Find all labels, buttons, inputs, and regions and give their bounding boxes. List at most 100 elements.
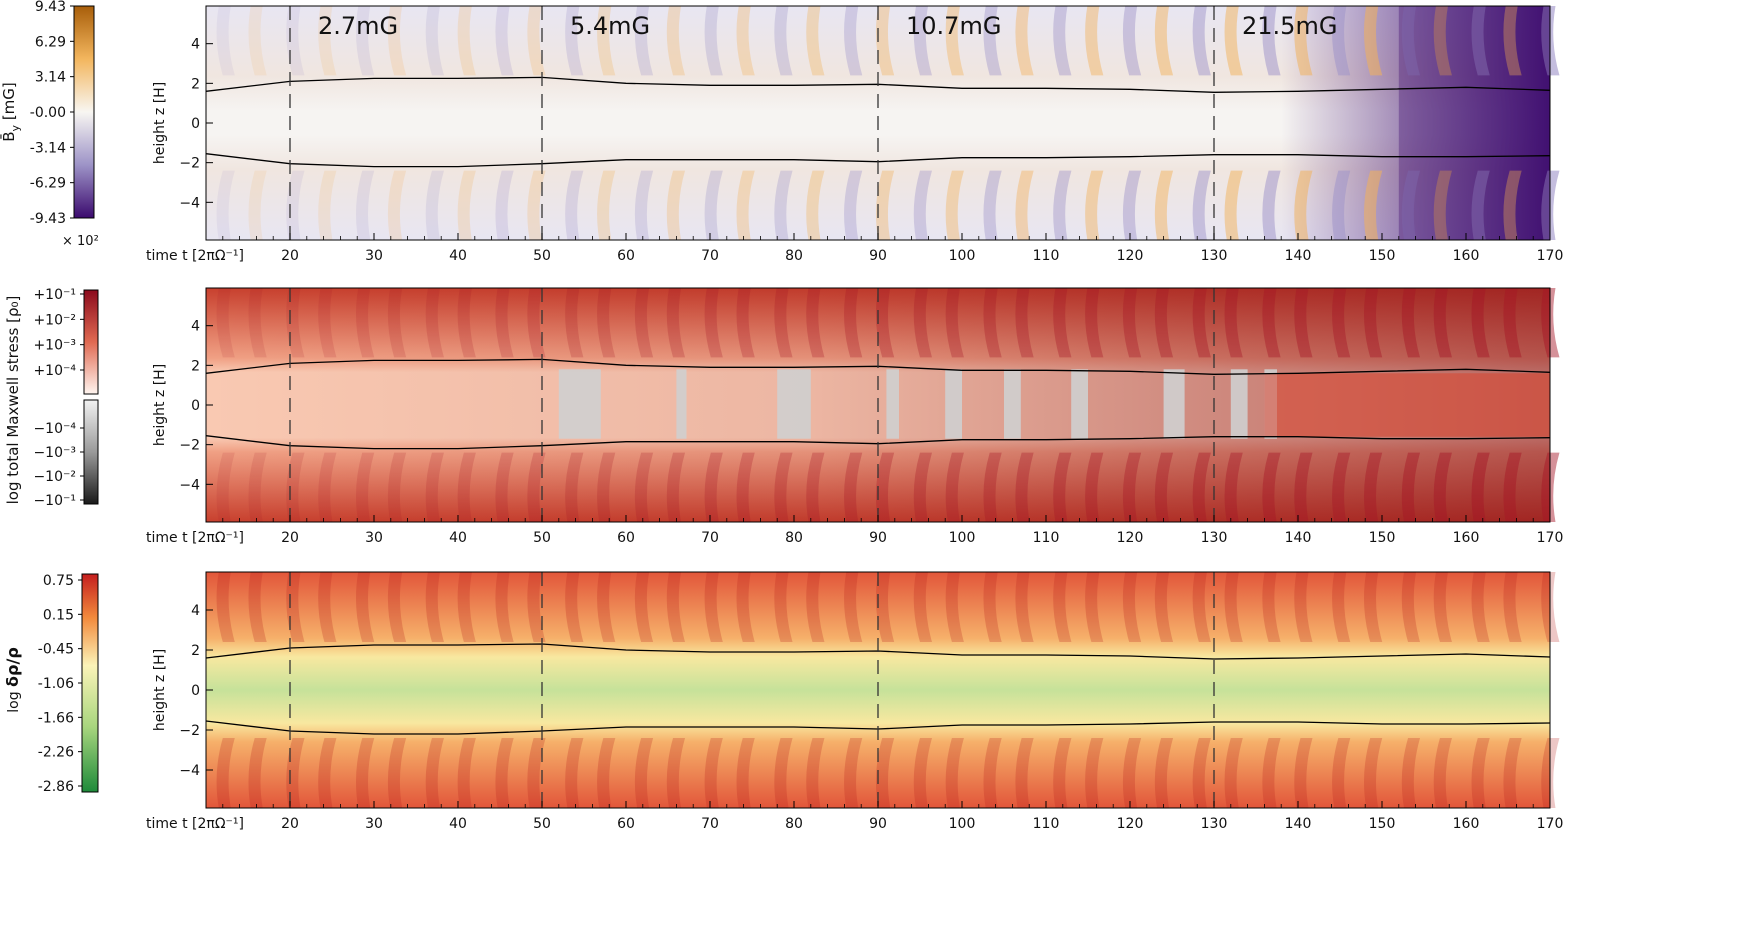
streak-upper xyxy=(634,6,654,76)
streak-upper xyxy=(597,572,616,642)
streak-lower xyxy=(387,452,407,522)
streak-lower xyxy=(527,452,546,522)
streak-lower xyxy=(875,738,895,808)
streak-upper xyxy=(527,288,546,358)
streak-upper xyxy=(1363,288,1383,358)
colorbar-top-label-main: B̄ xyxy=(0,131,18,141)
streak-lower xyxy=(634,738,654,808)
streak-lower xyxy=(1154,452,1174,522)
streak-upper xyxy=(945,6,964,76)
streak-upper xyxy=(1262,6,1281,76)
x-tick-label: 70 xyxy=(701,816,719,832)
streak-upper xyxy=(634,572,654,642)
streak-lower xyxy=(875,170,895,240)
streak-lower xyxy=(1015,452,1034,522)
colorbar-bottom-tick-label: 0.15 xyxy=(43,607,74,623)
colorbar-top-tick-label: -6.29 xyxy=(30,176,66,192)
streak-lower xyxy=(425,738,444,808)
streak-lower xyxy=(216,170,235,240)
streak-upper xyxy=(527,572,546,642)
streak-upper xyxy=(1332,6,1351,76)
streak-upper xyxy=(318,6,337,76)
x-tick-label: 70 xyxy=(701,248,719,264)
streak-upper xyxy=(1085,6,1104,76)
streak-upper xyxy=(844,6,863,76)
streak-upper xyxy=(318,572,337,642)
y-axis-label: height z [H] xyxy=(152,82,168,164)
x-tick-label: 60 xyxy=(617,816,635,832)
x-tick-label: 170 xyxy=(1537,248,1564,264)
x-tick-label: 80 xyxy=(785,248,803,264)
streak-upper xyxy=(355,6,375,76)
segment-label: 2.7mG xyxy=(318,12,398,40)
streak-lower xyxy=(387,738,407,808)
late-field-region xyxy=(1398,6,1550,240)
streak-upper xyxy=(736,572,755,642)
y-tick-label: 4 xyxy=(191,603,200,619)
streak-lower xyxy=(286,170,305,240)
streak-upper xyxy=(1503,6,1522,76)
streak-upper xyxy=(318,288,337,358)
streak-lower xyxy=(216,452,235,522)
streak-lower xyxy=(1433,452,1452,522)
x-tick-label: 130 xyxy=(1201,248,1228,264)
segment-label: 10.7mG xyxy=(906,12,1001,40)
streak-lower xyxy=(248,170,267,240)
negative-stress-patch xyxy=(1163,369,1185,439)
colorbar-top-bar xyxy=(73,5,95,219)
streak-upper xyxy=(736,6,755,76)
colorbar-middle-neg-tick-label: −10⁻⁴ xyxy=(33,421,76,437)
streak-upper xyxy=(945,572,964,642)
streak-lower xyxy=(666,170,686,240)
streak-upper xyxy=(248,572,267,642)
colorbar-bottom: 0.75 0.15 -0.45 -1.06 -1.66 -2.26 -2.86 log δρ/… xyxy=(3,573,99,795)
streak-upper xyxy=(945,288,964,358)
streak-lower xyxy=(844,170,863,240)
streak-lower xyxy=(318,170,337,240)
streak-lower xyxy=(1262,738,1281,808)
streak-lower xyxy=(1085,452,1104,522)
colorbar-middle-pos-tick-label: +10⁻⁴ xyxy=(33,363,76,379)
streak-upper xyxy=(355,572,375,642)
y-tick-label: −4 xyxy=(179,195,200,211)
streak-upper xyxy=(286,288,305,358)
streak-lower xyxy=(355,170,375,240)
streak-upper xyxy=(666,288,686,358)
colorbar-bottom-label-main: δρ/ρ xyxy=(3,647,22,687)
streak-lower xyxy=(844,452,863,522)
x-axis-label: time t [2πΩ⁻¹] xyxy=(146,248,244,264)
x-tick-label: 130 xyxy=(1201,816,1228,832)
streak-upper xyxy=(1122,572,1142,642)
x-tick-label: 50 xyxy=(533,248,551,264)
streak-lower xyxy=(913,170,932,240)
heatmap-texture xyxy=(216,288,1560,522)
streak-lower xyxy=(875,452,895,522)
x-tick-label: 50 xyxy=(533,530,551,546)
x-tick-label: 60 xyxy=(617,530,635,546)
streak-upper xyxy=(248,6,267,76)
x-tick-label: 110 xyxy=(1033,816,1060,832)
streak-upper xyxy=(1224,6,1243,76)
streak-lower xyxy=(844,738,863,808)
streak-lower xyxy=(945,452,964,522)
x-tick-label: 60 xyxy=(617,248,635,264)
streak-upper xyxy=(565,288,584,358)
streak-upper xyxy=(1015,288,1034,358)
streak-lower xyxy=(945,170,964,240)
streak-lower xyxy=(945,738,964,808)
streak-upper xyxy=(1192,6,1211,76)
colorbar-bottom-label-prefix: log xyxy=(6,687,22,713)
x-tick-label: 110 xyxy=(1033,530,1060,546)
negative-stress-patch xyxy=(886,369,899,439)
streak-lower xyxy=(1015,170,1034,240)
streak-upper xyxy=(1471,288,1490,358)
heatmap-texture xyxy=(216,6,1560,240)
streak-lower xyxy=(1471,738,1490,808)
streak-lower xyxy=(1224,738,1243,808)
streak-upper xyxy=(565,6,584,76)
streak-lower xyxy=(1224,452,1243,522)
streak-upper xyxy=(774,288,793,358)
negative-stress-patch xyxy=(945,369,962,439)
x-tick-label: 40 xyxy=(449,248,467,264)
streak-upper xyxy=(495,288,514,358)
